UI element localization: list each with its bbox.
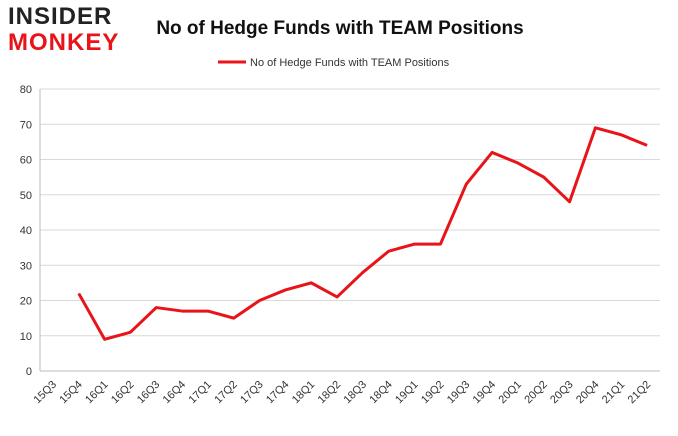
logo-line1: INSIDER <box>8 3 112 30</box>
data-line <box>77 126 648 341</box>
y-tick-label: 30 <box>20 260 32 272</box>
y-tick-label: 60 <box>20 155 32 167</box>
y-tick-label: 80 <box>20 84 32 96</box>
y-tick-label: 10 <box>20 331 32 343</box>
y-tick-label: 70 <box>20 119 32 131</box>
chart-title: No of Hedge Funds with TEAM Positions <box>156 18 523 39</box>
y-tick-label: 0 <box>26 366 32 378</box>
y-tick-label: 20 <box>20 296 32 308</box>
logo-line2: MONKEY <box>8 29 119 56</box>
legend-label: No of Hedge Funds with TEAM Positions <box>250 57 450 69</box>
y-tick-label: 40 <box>20 225 32 237</box>
y-tick-label: 50 <box>20 190 32 202</box>
